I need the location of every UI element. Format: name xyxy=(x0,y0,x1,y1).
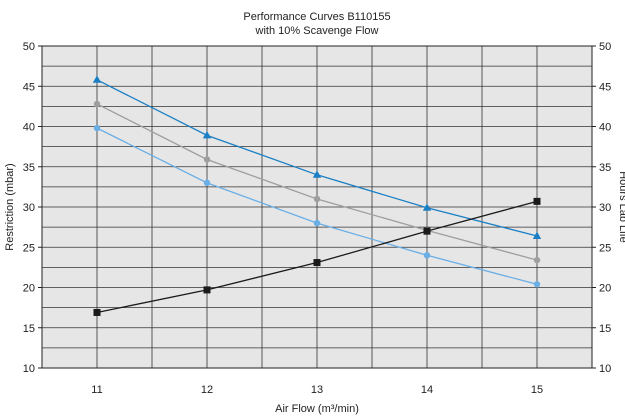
data-point xyxy=(532,231,542,239)
data-point xyxy=(313,219,321,227)
data-point xyxy=(92,75,102,83)
x-axis-label: Air Flow (m³/min) xyxy=(275,403,359,415)
y2-tick-label: 50 xyxy=(599,41,611,53)
y-tick-label: 40 xyxy=(23,122,35,134)
y-tick-label: 20 xyxy=(23,283,35,295)
y-tick-label: 30 xyxy=(23,202,35,214)
data-point xyxy=(93,308,101,316)
data-point xyxy=(93,124,101,132)
y2-tick-label: 35 xyxy=(599,162,611,174)
y-tick-label: 25 xyxy=(23,242,35,254)
y2-tick-label: 40 xyxy=(599,122,611,134)
data-point xyxy=(313,195,321,203)
data-point xyxy=(422,203,432,211)
chart-subtitle: with 10% Scavenge Flow xyxy=(255,25,379,37)
y-axis-label: Restriction (mbar) xyxy=(4,163,16,250)
y2-tick-label: 45 xyxy=(599,81,611,93)
data-point xyxy=(312,170,322,178)
y2-tick-label: 30 xyxy=(599,202,611,214)
series-4 xyxy=(93,197,541,316)
series-3 xyxy=(93,124,541,288)
y-tick-label: 35 xyxy=(23,162,35,174)
data-point xyxy=(313,259,321,267)
tick-labels: 10 15 20 25 30 35 40 45 50 10 15 20 25 30 35 40 45 50 11 12… xyxy=(23,41,612,396)
x-tick-label: 11 xyxy=(91,384,102,396)
y-tick-label: 10 xyxy=(23,363,35,375)
y-tick-label: 50 xyxy=(23,41,35,53)
data-point xyxy=(202,130,212,139)
data-point xyxy=(533,256,541,264)
series-1 xyxy=(92,75,542,239)
y2-tick-label: 15 xyxy=(599,323,611,335)
data-point xyxy=(203,156,211,163)
x-tick-label: 13 xyxy=(311,384,323,396)
series-layer xyxy=(92,75,542,316)
y2-tick-label: 20 xyxy=(599,283,611,295)
data-point xyxy=(93,100,101,108)
data-point xyxy=(203,179,211,187)
data-point xyxy=(533,281,541,288)
y-tick-label: 15 xyxy=(23,323,35,335)
y2-axis-label: Hours Lab Life xyxy=(617,171,625,243)
x-tick-label: 15 xyxy=(531,384,543,396)
data-point xyxy=(423,252,431,259)
chart-title: Performance Curves B110155 xyxy=(243,11,390,23)
y-tick-label: 45 xyxy=(23,81,35,93)
data-point xyxy=(533,197,541,205)
x-tick-label: 12 xyxy=(201,384,213,396)
y2-tick-label: 25 xyxy=(599,242,611,254)
data-point xyxy=(203,286,211,294)
data-point xyxy=(423,227,431,235)
y2-tick-label: 10 xyxy=(599,363,611,375)
x-tick-label: 14 xyxy=(421,384,433,396)
